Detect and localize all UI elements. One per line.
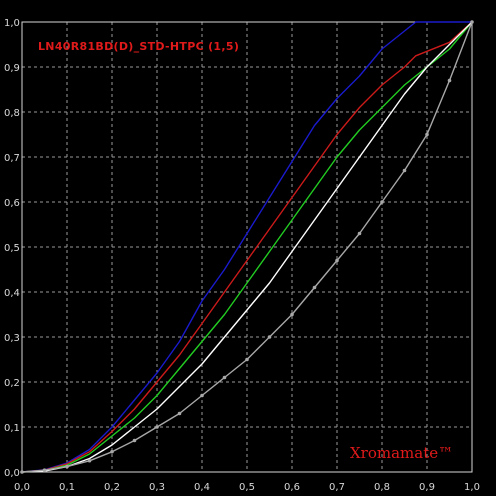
x-tick-label: 1,0 <box>464 482 480 493</box>
x-tick-label: 0,5 <box>239 482 255 493</box>
series-line-3 <box>21 21 473 473</box>
series-point <box>380 200 384 204</box>
y-tick-label: 0,6 <box>4 198 20 209</box>
series-point <box>267 335 272 339</box>
y-tick-label: 0,5 <box>4 243 20 254</box>
y-tick-label: 0,4 <box>4 288 20 299</box>
y-tick-label: 0,9 <box>4 63 20 74</box>
series-point <box>132 438 137 443</box>
y-tick-label: 0,1 <box>4 423 20 434</box>
watermark-logo: Xromamate™ <box>350 444 453 462</box>
series-line-1 <box>21 21 472 473</box>
series-point <box>402 168 407 173</box>
series-point <box>425 132 429 137</box>
series-point <box>447 78 452 83</box>
series-line-2 <box>21 21 473 473</box>
y-tick-label: 1,0 <box>4 18 20 29</box>
series-point <box>470 20 474 24</box>
series-point <box>65 464 69 469</box>
y-tick-label: 0,2 <box>4 378 20 389</box>
series-point <box>87 458 92 463</box>
x-tick-label: 0,9 <box>419 482 435 493</box>
x-tick-label: 0,4 <box>194 482 210 493</box>
plot-frame <box>21 21 473 473</box>
series-point <box>177 411 182 416</box>
x-tick-label: 0,7 <box>329 482 345 493</box>
chart-title: LN40R81BD(D)_STD-HTPC (1,5) <box>38 40 239 53</box>
series-point <box>357 231 362 236</box>
series-point <box>110 449 114 454</box>
y-tick-label: 0,8 <box>4 108 20 119</box>
axes: 0,0 0,1 0,2 0,3 0,4 0,5 0,6 0,7 0,8 0,9 1,0 0,0 0,1 0… <box>4 18 480 493</box>
y-tick-label: 0,7 <box>4 153 20 164</box>
x-tick-label: 0,2 <box>104 482 120 493</box>
x-tick-label: 0,3 <box>149 482 165 493</box>
series-layer <box>20 20 474 474</box>
series-point <box>155 425 159 429</box>
series-line-4 <box>21 21 473 473</box>
series-point <box>245 357 249 362</box>
series-point <box>200 393 204 398</box>
y-tick-label: 0,3 <box>4 333 20 344</box>
series-point <box>290 312 294 317</box>
series-point <box>335 258 339 263</box>
series-point <box>312 285 317 290</box>
x-tick-label: 0,8 <box>374 482 390 493</box>
series-point <box>222 375 227 380</box>
y-tick-label: 0,0 <box>4 468 20 479</box>
x-tick-label: 0,0 <box>14 482 30 493</box>
x-tick-label: 0,1 <box>59 482 75 493</box>
x-tick-label: 0,6 <box>284 482 300 493</box>
series-point <box>20 470 24 474</box>
series-point <box>42 468 47 473</box>
grid <box>22 22 472 472</box>
